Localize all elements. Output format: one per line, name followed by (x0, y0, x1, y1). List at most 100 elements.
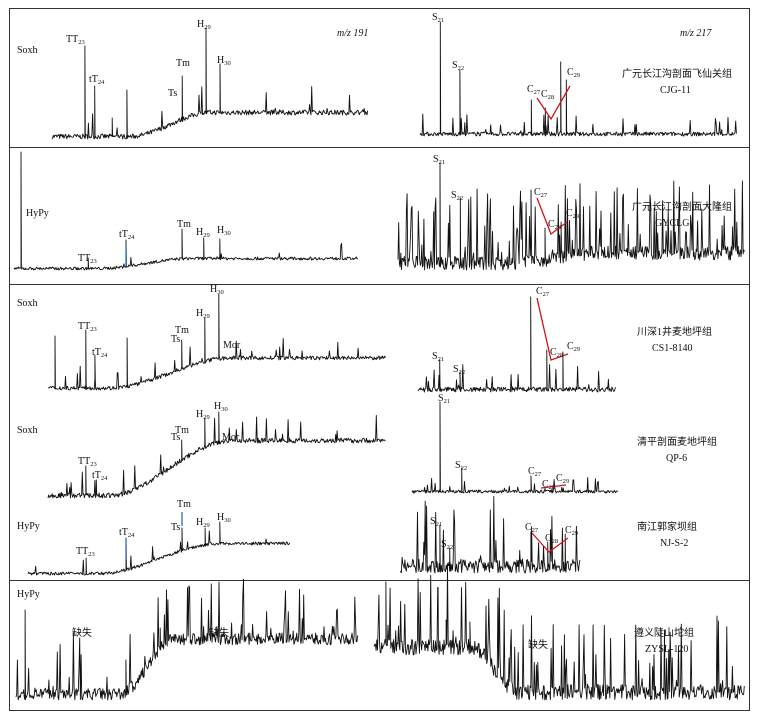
left-trace-cs1 (48, 293, 386, 391)
peak-label-cjg-tm: Tm (176, 58, 190, 69)
peak-label-cjg-c27: C27 (527, 84, 541, 96)
peak-label-gyclg-tt24: tT24 (119, 229, 135, 241)
peak-label-nj-tt24: tT24 (119, 527, 135, 539)
missing-label-1: 缺失 (72, 626, 92, 639)
right-trace-cs1 (417, 296, 616, 393)
right-trace-qp6 (411, 401, 619, 494)
peak-label-cjg-h30: H30 (217, 55, 231, 67)
traces-layer (13, 21, 745, 701)
left-trace-nj (27, 521, 291, 576)
fraction-label-cjg: Soxh (17, 45, 38, 56)
peak-label-cjg-c28: C28 (541, 89, 554, 101)
peak-label-cjg-tt23: TT23 (66, 34, 85, 46)
peak-label-qp6-s22: S22 (455, 460, 467, 472)
peak-label-gyclg-tt23: TT23 (78, 253, 97, 265)
peak-label-cjg-h29: H29 (197, 19, 211, 31)
sample-id-gyclg: GYCLG (655, 218, 689, 229)
peak-label-cs1-c28: C28 (550, 347, 563, 359)
sample-title-cjg: 广元长江沟剖面飞仙关组 (622, 67, 732, 80)
sterane-v-cs1-0 (536, 297, 569, 361)
peak-label-qp6-mor: Mor (222, 432, 240, 443)
peak-label-qp6-tm: Tm (175, 425, 189, 436)
peak-label-gyclg-c28: C28 (548, 219, 561, 231)
peak-label-nj-tt23: TT23 (76, 546, 95, 558)
sample-title-qp6: 清平剖面麦地坪组 (637, 435, 717, 448)
fraction-label-cs1: Soxh (17, 298, 38, 309)
left-trace-qp6 (47, 411, 386, 499)
left-trace-cjg (51, 27, 369, 140)
peak-label-nj-ts: Ts (171, 522, 180, 533)
sample-title-nj: 南江郭家坝组 (637, 520, 697, 533)
right-trace-gyclg (397, 162, 745, 271)
sample-id-cs1: CS1-8140 (652, 343, 693, 354)
peak-label-nj-s21: S21 (430, 516, 442, 528)
peak-label-gyclg-c29: C29 (566, 208, 579, 220)
peak-label-cjg-s21: S21 (432, 12, 444, 24)
peak-label-cs1-h29: H29 (196, 308, 210, 320)
panel-frame-zysl (9, 580, 750, 711)
peak-label-qp6-ts: Ts (171, 432, 180, 443)
peak-label-cjg-s22: S22 (452, 60, 464, 72)
peak-label-gyclg-h30: H30 (217, 225, 231, 237)
sterane-v-qp6-0 (540, 484, 567, 489)
peak-label-qp6-tt23: TT23 (78, 456, 97, 468)
peak-label-cjg-c29: C29 (567, 67, 580, 79)
peak-label-cs1-tt24: tT24 (92, 347, 108, 359)
sample-id-zysl: ZYSL-120 (645, 644, 688, 655)
peak-label-gyclg-h29: H29 (196, 227, 210, 239)
peak-label-gyclg-tm: Tm (177, 219, 191, 230)
left-trace-gyclg (13, 151, 359, 271)
sterane-v-nj-0 (531, 532, 569, 553)
left-ion-label: m/z 191 (337, 28, 368, 39)
peak-label-qp6-c27: C27 (528, 466, 542, 478)
peak-label-qp6-h29: H29 (196, 409, 210, 421)
right-trace-nj (399, 496, 581, 574)
peak-label-qp6-h30: H30 (214, 401, 228, 413)
fraction-label-nj: HyPy (17, 521, 40, 532)
sample-id-cjg: CJG-11 (660, 85, 691, 96)
peak-label-cs1-tm: Tm (175, 325, 189, 336)
peak-label-qp6-s21: S21 (438, 393, 450, 405)
peak-label-cs1-c29: C29 (567, 341, 580, 353)
peak-label-gyclg-c27: C27 (534, 187, 548, 199)
peak-label-nj-c29: C29 (565, 525, 578, 537)
peak-label-nj-h30: H30 (217, 512, 231, 524)
peak-label-qp6-tt24: tT24 (92, 470, 108, 482)
peak-label-nj-h29: H29 (196, 517, 210, 529)
peak-label-nj-tm: Tm (177, 499, 191, 510)
sterane-v-gyclg-0 (536, 197, 568, 236)
peak-label-gyclg-s22: S22 (451, 190, 463, 202)
peak-label-cs1-s22: S22 (453, 364, 465, 376)
peak-label-cs1-tt23: TT23 (78, 321, 97, 333)
missing-label-3: 缺失 (528, 638, 548, 651)
peak-label-nj-s22: S22 (441, 539, 453, 551)
peak-label-cs1-mor: Mor (223, 340, 241, 351)
peak-label-cjg-ts: Ts (168, 88, 177, 99)
sample-title-zysl: 遵义陡山坨组 (634, 626, 694, 639)
fraction-label-gyclg: HyPy (26, 208, 49, 219)
left-trace-zysl (15, 578, 359, 701)
peak-label-qp6-c28: C28 (542, 479, 555, 491)
peak-label-cs1-h30: H30 (210, 284, 224, 296)
peak-label-qp6-c29: C29 (556, 473, 569, 485)
peak-label-gyclg-s21: S21 (433, 154, 445, 166)
fraction-label-zysl: HyPy (17, 589, 40, 600)
sample-title-cs1: 川深1井麦地坪组 (637, 325, 712, 338)
peak-label-cs1-ts: Ts (171, 334, 180, 345)
peak-label-cjg-tt24: tT24 (89, 74, 105, 86)
right-trace-cjg (419, 21, 737, 137)
peak-label-nj-c28: C28 (545, 533, 558, 545)
right-trace-zysl (373, 564, 745, 701)
peak-label-nj-c27: C27 (525, 522, 539, 534)
right-ion-label: m/z 217 (680, 28, 712, 39)
sample-id-nj: NJ-S-2 (660, 538, 688, 549)
sample-title-gyclg: 广元长江沟剖面大隆组 (632, 200, 732, 213)
peak-label-cs1-c27: C27 (536, 286, 550, 298)
panel-frame-gyclg (9, 147, 750, 285)
fraction-label-qp6: Soxh (17, 425, 38, 436)
sterane-v-cjg-0 (536, 85, 571, 121)
peak-label-cs1-s21: S21 (432, 351, 444, 363)
